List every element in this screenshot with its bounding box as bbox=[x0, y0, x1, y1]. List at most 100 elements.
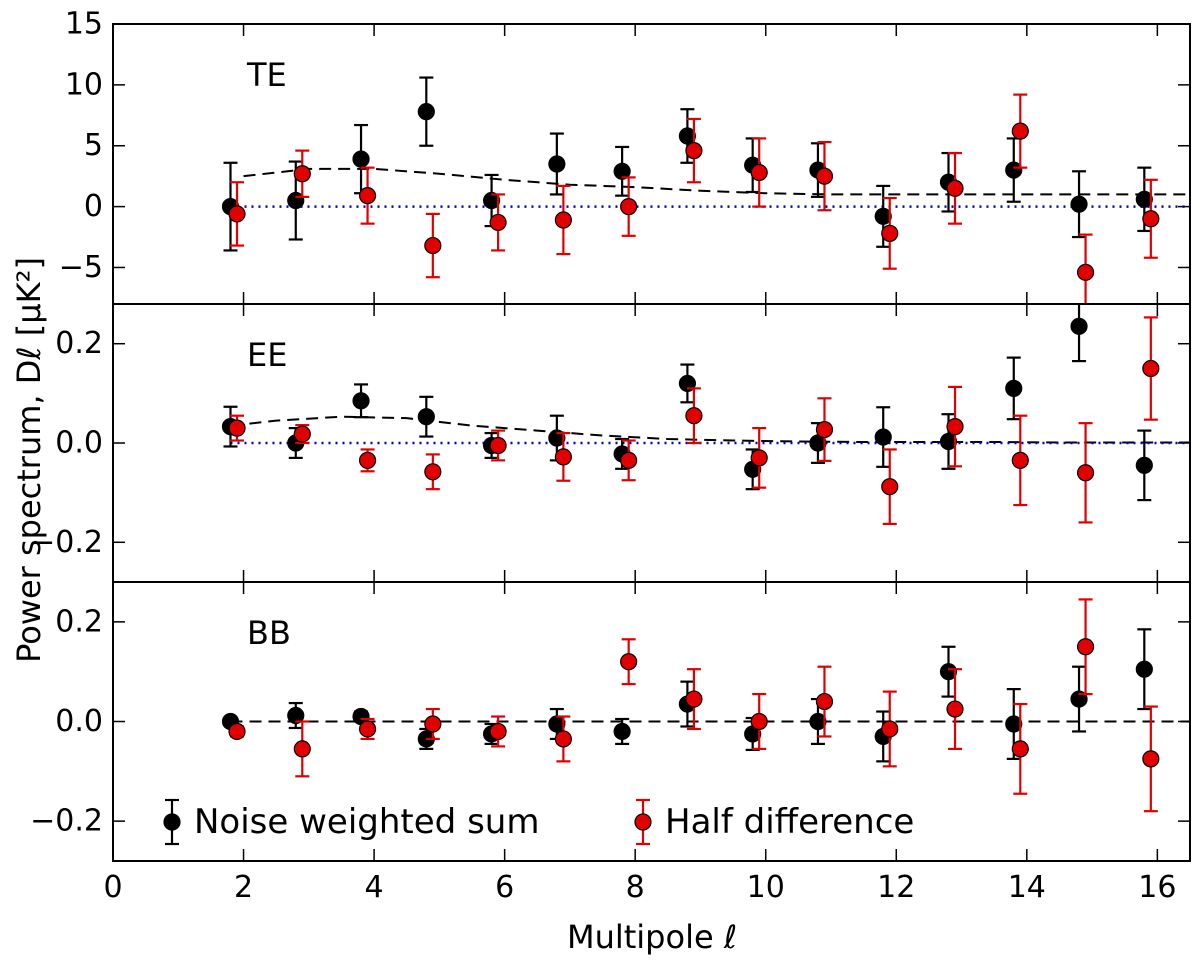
data-point bbox=[1142, 210, 1160, 228]
data-point bbox=[874, 207, 892, 225]
x-tick-label: 0 bbox=[103, 870, 122, 905]
data-point bbox=[352, 150, 370, 168]
data-point bbox=[750, 449, 768, 467]
data-point bbox=[1070, 317, 1088, 335]
data-point bbox=[620, 451, 638, 469]
data-point bbox=[685, 142, 703, 160]
y-tick-label: 15 bbox=[65, 7, 103, 42]
data-point bbox=[482, 191, 501, 210]
y-tick-label: −0.2 bbox=[30, 525, 103, 560]
data-point bbox=[685, 407, 703, 425]
data-point bbox=[228, 419, 246, 437]
x-tick-label: 12 bbox=[877, 870, 915, 905]
panel-bb: −0.2 0.0 0.2 BB bbox=[30, 581, 1191, 862]
x-tick-label: 8 bbox=[626, 870, 645, 905]
data-point bbox=[228, 722, 246, 741]
data-point bbox=[678, 127, 697, 145]
y-tick-label: −0.2 bbox=[30, 804, 103, 839]
data-point bbox=[946, 700, 964, 718]
y-tick-label: 10 bbox=[65, 67, 103, 102]
data-point bbox=[1070, 195, 1088, 213]
legend-label: Noise weighted sum bbox=[194, 802, 539, 842]
y-tick-label: 0.0 bbox=[55, 426, 103, 461]
data-point bbox=[1142, 359, 1160, 378]
panel-label: TE bbox=[246, 56, 287, 94]
data-point bbox=[424, 715, 442, 733]
y-tick-label: −5 bbox=[59, 250, 103, 285]
series-diff bbox=[228, 93, 1160, 304]
series-diff bbox=[228, 316, 1160, 526]
data-point bbox=[1005, 379, 1023, 397]
data-point bbox=[613, 722, 631, 741]
data-point bbox=[815, 420, 834, 439]
data-point bbox=[946, 179, 964, 197]
data-point bbox=[293, 425, 311, 443]
y-tick-label: 0.2 bbox=[55, 604, 103, 639]
data-point bbox=[1135, 660, 1153, 678]
data-point bbox=[881, 720, 899, 738]
panel-label: BB bbox=[247, 614, 291, 652]
data-point bbox=[815, 167, 834, 185]
legend: Noise weighted sum Half difference bbox=[163, 798, 914, 846]
data-point bbox=[358, 187, 377, 205]
data-point bbox=[554, 448, 572, 466]
data-point bbox=[750, 712, 768, 731]
data-point bbox=[809, 712, 827, 731]
y-tick-label: 0 bbox=[84, 189, 103, 224]
series-sum bbox=[221, 304, 1153, 502]
data-point bbox=[874, 428, 892, 446]
data-point bbox=[620, 653, 638, 671]
data-point bbox=[1076, 638, 1095, 656]
data-point bbox=[1142, 750, 1160, 768]
data-point bbox=[358, 451, 377, 469]
data-point bbox=[620, 198, 638, 216]
data-point bbox=[815, 692, 834, 711]
panel-ee: −0.2 0.0 0.2 EE bbox=[30, 303, 1191, 583]
x-tick-label: 6 bbox=[495, 870, 514, 905]
data-point bbox=[1011, 122, 1029, 140]
panel-te: −5 0 5 10 15 TE bbox=[59, 7, 1191, 305]
data-point bbox=[424, 463, 442, 481]
x-tick-label: 10 bbox=[747, 870, 785, 905]
data-point bbox=[939, 663, 958, 681]
data-point bbox=[1005, 161, 1023, 179]
data-point bbox=[293, 740, 311, 758]
y-tick-label: 0.0 bbox=[55, 704, 103, 739]
data-point bbox=[554, 211, 572, 229]
data-point bbox=[417, 103, 435, 121]
data-point bbox=[1005, 715, 1023, 733]
data-point bbox=[1135, 456, 1153, 474]
data-point bbox=[424, 236, 442, 255]
data-point bbox=[881, 478, 899, 496]
data-point bbox=[548, 155, 566, 173]
series-diff bbox=[228, 598, 1160, 813]
data-point bbox=[939, 432, 958, 451]
data-point bbox=[489, 213, 507, 232]
data-point bbox=[489, 436, 507, 455]
data-point bbox=[1135, 190, 1153, 208]
data-point bbox=[881, 224, 899, 242]
data-point bbox=[946, 418, 964, 436]
panel-label: EE bbox=[247, 336, 287, 374]
data-point bbox=[1076, 263, 1095, 281]
data-point bbox=[613, 162, 631, 180]
model-line bbox=[243, 167, 1190, 196]
y-axis-title: Power spectrum, Dℓ [μK²] bbox=[10, 257, 48, 663]
x-tick-label: 2 bbox=[234, 870, 253, 905]
data-point bbox=[287, 706, 305, 725]
data-point bbox=[417, 408, 435, 426]
data-point bbox=[1011, 740, 1029, 758]
legend-marker bbox=[634, 813, 652, 831]
data-point bbox=[1011, 451, 1029, 469]
data-point bbox=[358, 720, 377, 738]
data-point bbox=[228, 205, 246, 223]
x-tick-label: 16 bbox=[1138, 870, 1176, 905]
data-point bbox=[489, 722, 507, 741]
data-point bbox=[293, 165, 311, 183]
x-tick-label: 14 bbox=[1008, 870, 1046, 905]
x-axis-title: Multipole ℓ bbox=[567, 918, 737, 956]
y-tick-label: 5 bbox=[84, 128, 103, 163]
legend-label: Half difference bbox=[665, 802, 914, 842]
data-point bbox=[685, 690, 703, 708]
